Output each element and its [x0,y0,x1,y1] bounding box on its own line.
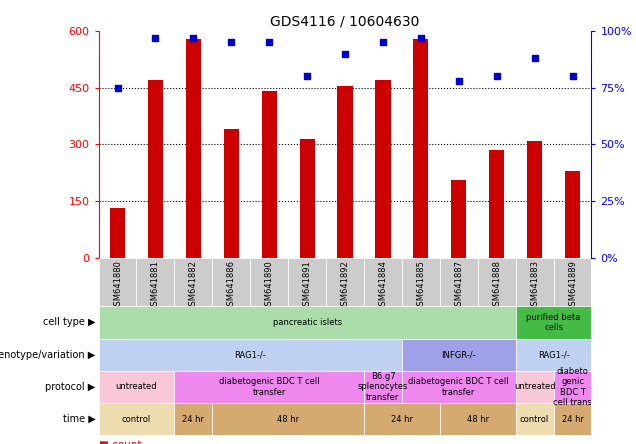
Text: GSM641883: GSM641883 [530,260,539,311]
Text: RAG1-/-: RAG1-/- [537,350,569,359]
Bar [553,403,591,435]
Point [416,34,426,41]
Text: GSM641888: GSM641888 [492,260,501,311]
Text: diabetogenic BDC T cell
transfer: diabetogenic BDC T cell transfer [219,377,319,396]
Point [113,84,123,91]
Text: GSM641881: GSM641881 [151,260,160,311]
Text: genotype/variation ▶: genotype/variation ▶ [0,349,95,360]
Bar [451,180,466,258]
Bar [516,338,591,371]
Text: 48 hr: 48 hr [277,415,299,424]
Point [492,73,502,80]
Point [150,34,160,41]
Bar [137,258,174,306]
Title: GDS4116 / 10604630: GDS4116 / 10604630 [270,15,420,28]
Bar [364,371,402,403]
Bar [478,258,516,306]
Point [302,73,312,80]
Bar [364,403,440,435]
Point [530,55,540,62]
Bar [224,129,239,258]
Point [340,50,350,57]
Bar [516,306,591,338]
Bar [553,371,591,403]
Bar [212,258,250,306]
Text: pancreatic islets: pancreatic islets [273,318,342,327]
Text: untreated: untreated [116,382,157,391]
Text: protocol ▶: protocol ▶ [45,382,95,392]
Bar [99,403,174,435]
Bar [99,306,516,338]
Bar [288,258,326,306]
Text: B6.g7
splenocytes
transfer: B6.g7 splenocytes transfer [358,372,408,402]
Text: 24 hr: 24 hr [183,415,204,424]
Bar [212,403,364,435]
Bar [99,258,137,306]
Bar [516,371,553,403]
Point [226,39,237,46]
Bar [174,258,212,306]
Text: GSM641892: GSM641892 [340,260,350,311]
Text: GSM641890: GSM641890 [265,260,273,311]
Text: diabetogenic BDC T cell
transfer: diabetogenic BDC T cell transfer [408,377,509,396]
Bar [326,258,364,306]
Bar [148,80,163,258]
Point [453,77,464,84]
Bar [99,338,402,371]
Text: GSM641889: GSM641889 [568,260,577,311]
Text: time ▶: time ▶ [63,414,95,424]
Bar [402,371,516,403]
Text: RAG1-/-: RAG1-/- [235,350,266,359]
Bar [553,258,591,306]
Bar [489,150,504,258]
Bar [186,39,201,258]
Text: control: control [520,415,550,424]
Bar [261,91,277,258]
Bar [402,258,440,306]
Bar [440,258,478,306]
Bar [375,80,391,258]
Text: 48 hr: 48 hr [467,415,489,424]
Bar [413,39,429,258]
Bar [110,209,125,258]
Text: INFGR-/-: INFGR-/- [441,350,476,359]
Bar [99,371,174,403]
Point [188,34,198,41]
Bar [250,258,288,306]
Bar [516,258,553,306]
Text: control: control [122,415,151,424]
Text: GSM641891: GSM641891 [303,260,312,311]
Text: cell type ▶: cell type ▶ [43,317,95,328]
Text: ■ count: ■ count [99,440,141,444]
Text: GSM641885: GSM641885 [417,260,425,311]
Text: GSM641886: GSM641886 [227,260,236,311]
Text: GSM641880: GSM641880 [113,260,122,311]
Text: untreated: untreated [514,382,555,391]
Text: diabeto
genic
BDC T
cell trans: diabeto genic BDC T cell trans [553,367,592,407]
Bar [565,171,580,258]
Text: purified beta
cells: purified beta cells [527,313,581,332]
Text: 24 hr: 24 hr [562,415,583,424]
Bar [440,403,516,435]
Bar [300,139,315,258]
Bar [402,338,516,371]
Point [378,39,388,46]
Point [567,73,577,80]
Point [264,39,274,46]
Bar [527,141,543,258]
Bar [364,258,402,306]
Bar [338,86,352,258]
Text: GSM641882: GSM641882 [189,260,198,311]
Text: GSM641884: GSM641884 [378,260,387,311]
Bar [516,403,553,435]
Bar [174,371,364,403]
Bar [174,403,212,435]
Text: GSM641887: GSM641887 [454,260,463,311]
Text: 24 hr: 24 hr [391,415,413,424]
